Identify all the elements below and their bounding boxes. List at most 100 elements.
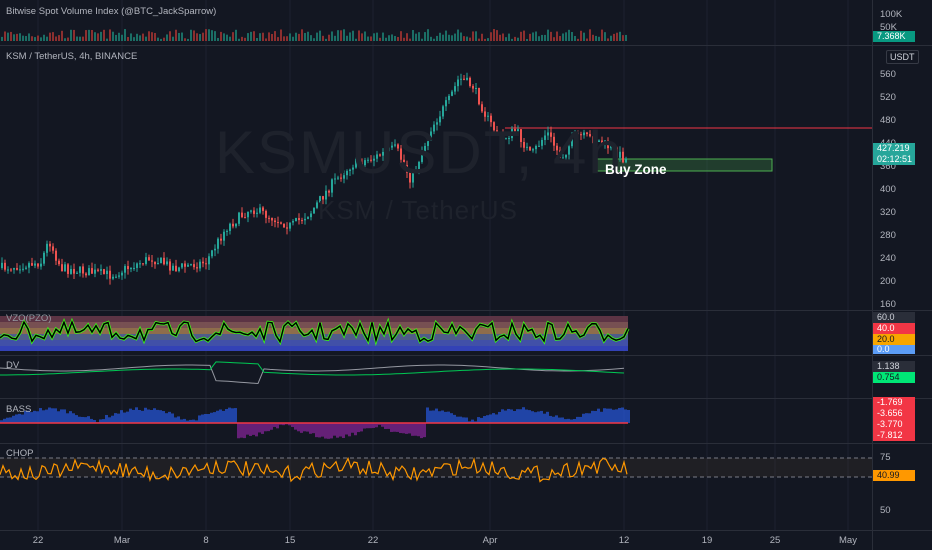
volume-bar	[136, 33, 138, 41]
candle-body	[208, 256, 210, 265]
volume-bar	[91, 29, 93, 41]
volume-bar	[619, 31, 621, 41]
volume-bar	[622, 35, 624, 41]
volume-bar	[85, 30, 87, 41]
bass-bar	[153, 408, 156, 423]
candle-body	[196, 267, 198, 269]
volume-bar	[577, 38, 579, 41]
bass-bar	[279, 423, 282, 425]
volume-bar	[571, 32, 573, 41]
symbol-label[interactable]: KSM / TetherUS, 4h, BINANCE	[6, 51, 138, 62]
volume-bar	[433, 38, 435, 41]
candle-body	[244, 217, 246, 219]
candle-body	[475, 88, 477, 90]
volume-bar	[565, 32, 567, 41]
volume-bar	[319, 30, 321, 41]
pane-separator	[0, 530, 932, 531]
bass-indicator-label[interactable]: BASS	[6, 404, 32, 415]
candle-body	[127, 266, 129, 270]
bass-bar	[237, 423, 240, 439]
dv-indicator-label[interactable]: DV	[6, 360, 20, 371]
bass-bar	[549, 415, 552, 423]
bass-bar	[612, 409, 615, 423]
candle-body	[49, 243, 51, 247]
bass-bar	[111, 415, 114, 423]
bass-bar	[273, 423, 276, 427]
volume-bar	[394, 35, 396, 41]
candle-body	[64, 264, 66, 272]
chop-indicator-label[interactable]: CHOP	[6, 448, 34, 459]
volume-bar	[580, 30, 582, 41]
volume-indicator-label[interactable]: Bitwise Spot Volume Index (@BTC_JackSpar…	[6, 6, 217, 17]
candle-body	[175, 265, 177, 272]
candle-body	[145, 257, 147, 264]
currency-unit-button[interactable]: USDT	[886, 50, 919, 64]
volume-bar	[157, 37, 159, 41]
candle-body	[214, 248, 216, 251]
volume-bar	[469, 37, 471, 41]
candle-body	[493, 122, 495, 131]
volume-bar	[265, 38, 267, 41]
volume-bar	[406, 33, 408, 41]
candle-body	[613, 145, 615, 148]
candle-body	[88, 268, 90, 276]
bass-bar	[468, 421, 471, 423]
bass-bar	[543, 413, 546, 423]
candle-body	[40, 263, 42, 267]
bass-bar	[204, 413, 207, 423]
bass-bar	[615, 409, 618, 423]
volume-bar	[568, 29, 570, 41]
volume-bar	[559, 36, 561, 41]
time-label: Mar	[113, 535, 131, 546]
volume-bar	[172, 36, 174, 41]
bass-bar	[552, 416, 555, 423]
candle-body	[163, 257, 165, 265]
volume-bar	[19, 33, 21, 41]
volume-bar	[283, 36, 285, 41]
volume-bar	[532, 32, 534, 41]
candle-body	[289, 222, 291, 229]
bass-bar	[396, 423, 399, 432]
volume-bar	[208, 29, 210, 41]
pane-separator	[0, 355, 932, 356]
candle-body	[304, 218, 306, 221]
volume-bar	[304, 32, 306, 41]
volume-tick: 100K	[880, 9, 903, 20]
bass-bar	[252, 423, 255, 435]
candle-body	[400, 148, 402, 160]
volume-bar	[625, 34, 627, 41]
bass-bar	[534, 412, 537, 423]
volume-bar	[313, 38, 315, 41]
dv-value: 0.754	[873, 372, 915, 383]
volume-bar	[538, 36, 540, 41]
bass-bar	[222, 410, 225, 423]
candle-body	[184, 263, 186, 267]
vzo-indicator-label[interactable]: VZO(PZO)	[6, 313, 52, 324]
candle-body	[262, 207, 264, 211]
volume-bar	[250, 31, 252, 41]
bass-bar	[603, 408, 606, 423]
bass-bar	[189, 419, 192, 423]
volume-bar	[37, 35, 39, 41]
candle-body	[205, 263, 207, 265]
bass-bar	[483, 416, 486, 423]
bass-bar	[312, 423, 315, 434]
volume-bar	[229, 36, 231, 41]
candle-body	[382, 151, 384, 156]
candle-body	[595, 142, 597, 144]
bass-bar	[408, 423, 411, 434]
chop-tick: 50	[880, 505, 891, 516]
volume-bar	[142, 33, 144, 41]
candle-body	[568, 146, 570, 155]
bass-bar	[114, 413, 117, 423]
candle-body	[616, 147, 618, 158]
candle-body	[325, 190, 327, 200]
bass-bar	[99, 419, 102, 423]
candle-body	[529, 146, 531, 151]
volume-bar	[22, 35, 24, 41]
candle-body	[187, 264, 189, 267]
volume-bar	[16, 33, 18, 41]
volume-bar	[310, 35, 312, 41]
volume-bar	[508, 33, 510, 41]
